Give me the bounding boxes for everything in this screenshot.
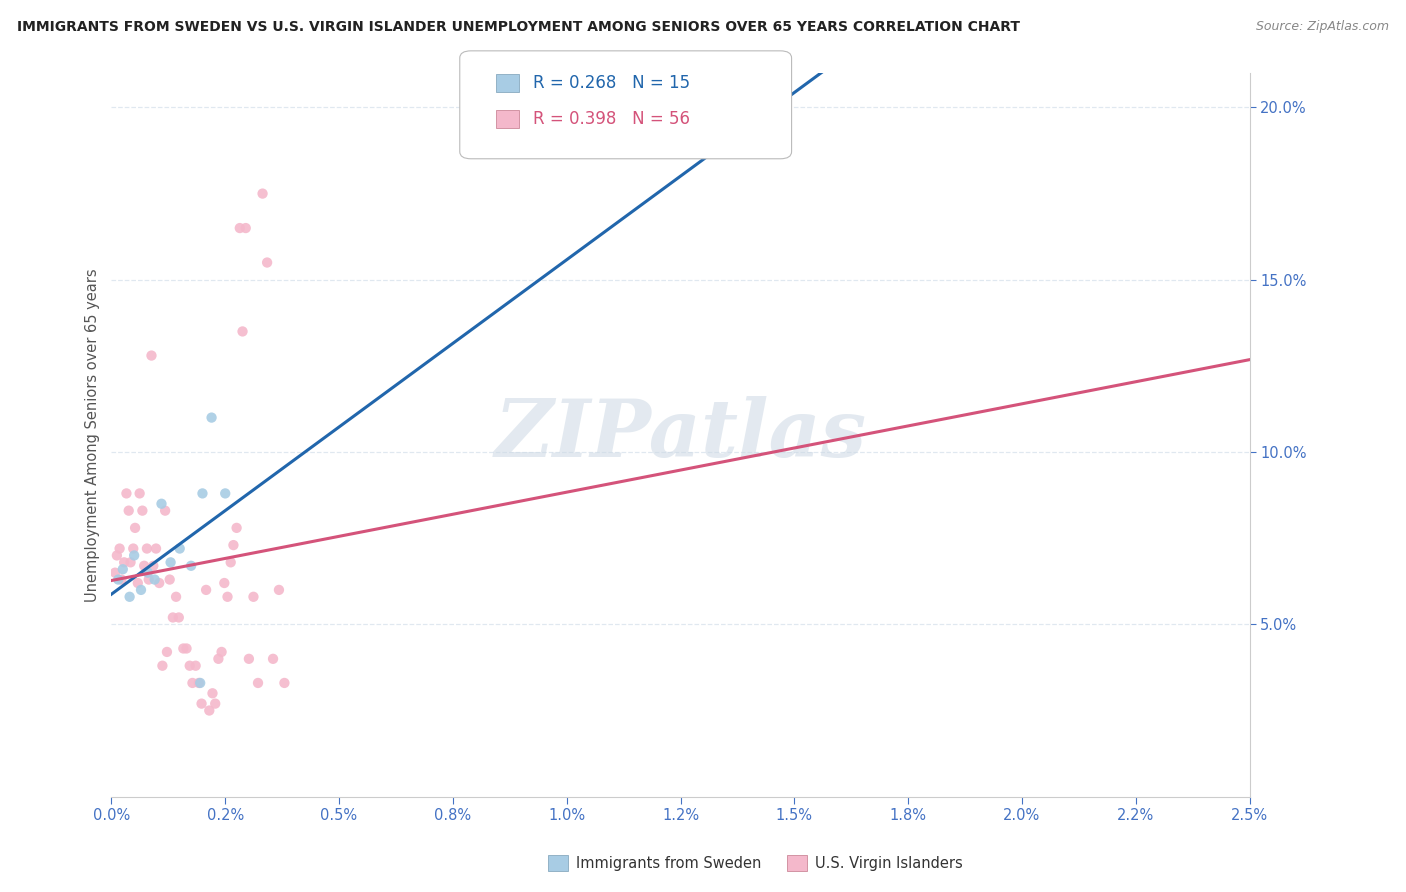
Text: Immigrants from Sweden: Immigrants from Sweden [576, 856, 762, 871]
Point [184, 658, 207, 673]
Point [231, 325, 253, 339]
Point [107, 573, 129, 587]
Point [127, 576, 149, 591]
Point [118, 503, 141, 517]
Point [225, 521, 247, 535]
Point [156, 645, 179, 659]
Point [262, 652, 284, 666]
Point [242, 590, 264, 604]
Point [162, 610, 184, 624]
Point [122, 541, 145, 556]
Point [179, 658, 201, 673]
Point [122, 549, 145, 563]
Point [190, 697, 212, 711]
Text: U.S. Virgin Islanders: U.S. Virgin Islanders [815, 856, 963, 871]
Point [204, 697, 226, 711]
Point [159, 573, 181, 587]
Point [176, 641, 198, 656]
Point [135, 541, 157, 556]
Point [124, 521, 146, 535]
Point [165, 590, 187, 604]
Point [217, 590, 239, 604]
Point [142, 558, 165, 573]
Point [188, 676, 211, 690]
Point [138, 573, 160, 587]
Point [191, 486, 214, 500]
Point [118, 590, 141, 604]
Point [111, 562, 134, 576]
Point [134, 558, 156, 573]
Point [129, 582, 152, 597]
Text: R = 0.398   N = 56: R = 0.398 N = 56 [533, 110, 690, 128]
Point [128, 486, 150, 500]
Point [150, 497, 173, 511]
Point [187, 676, 209, 690]
Point [108, 541, 131, 556]
Point [238, 652, 260, 666]
Point [115, 486, 138, 500]
Point [180, 558, 202, 573]
Point [256, 255, 278, 269]
Text: Source: ZipAtlas.com: Source: ZipAtlas.com [1256, 20, 1389, 33]
Point [159, 555, 181, 569]
Point [169, 541, 191, 556]
Point [214, 576, 236, 591]
Point [252, 186, 274, 201]
Point [131, 503, 153, 517]
Point [273, 676, 295, 690]
Point [222, 538, 245, 552]
Point [200, 410, 222, 425]
Y-axis label: Unemployment Among Seniors over 65 years: Unemployment Among Seniors over 65 years [86, 268, 100, 601]
Point [167, 610, 190, 624]
Point [219, 555, 242, 569]
Point [214, 486, 236, 500]
Point [172, 641, 194, 656]
Point [201, 686, 224, 700]
Point [207, 652, 229, 666]
Point [104, 566, 127, 580]
Point [143, 573, 166, 587]
Point [181, 676, 204, 690]
Point [235, 221, 257, 235]
Text: R = 0.268   N = 15: R = 0.268 N = 15 [533, 74, 690, 92]
Point [136, 566, 159, 580]
Point [152, 658, 174, 673]
Point [153, 503, 176, 517]
Point [112, 555, 135, 569]
Point [145, 541, 167, 556]
Point [267, 582, 290, 597]
Text: ZIPatlas: ZIPatlas [495, 396, 866, 474]
Point [148, 576, 170, 591]
Point [110, 573, 132, 587]
Point [229, 221, 252, 235]
Point [141, 349, 163, 363]
Point [211, 645, 233, 659]
Point [198, 704, 221, 718]
Point [247, 676, 270, 690]
Text: IMMIGRANTS FROM SWEDEN VS U.S. VIRGIN ISLANDER UNEMPLOYMENT AMONG SENIORS OVER 6: IMMIGRANTS FROM SWEDEN VS U.S. VIRGIN IS… [17, 20, 1019, 34]
Point [105, 549, 128, 563]
Point [120, 555, 142, 569]
Point [195, 582, 218, 597]
